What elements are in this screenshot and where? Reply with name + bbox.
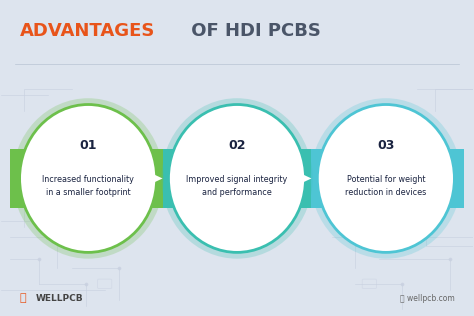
- Text: 02: 02: [228, 139, 246, 152]
- Text: WELLPCB: WELLPCB: [36, 294, 84, 302]
- Ellipse shape: [19, 105, 156, 252]
- Ellipse shape: [310, 98, 462, 259]
- Point: [35, 256, 42, 261]
- Ellipse shape: [12, 98, 164, 259]
- Text: Potential for weight
reduction in devices: Potential for weight reduction in device…: [345, 175, 427, 197]
- Text: ADVANTAGES: ADVANTAGES: [19, 21, 155, 40]
- Text: 03: 03: [377, 139, 394, 152]
- Polygon shape: [301, 173, 311, 183]
- Point: [54, 234, 61, 239]
- Ellipse shape: [161, 98, 313, 259]
- FancyBboxPatch shape: [163, 149, 311, 208]
- FancyBboxPatch shape: [311, 149, 464, 208]
- Point: [351, 234, 359, 239]
- Text: Increased functionality
in a smaller footprint: Increased functionality in a smaller foo…: [42, 175, 134, 197]
- Point: [422, 218, 430, 223]
- Ellipse shape: [168, 105, 306, 252]
- FancyBboxPatch shape: [10, 149, 163, 208]
- Point: [82, 281, 90, 286]
- Text: OF HDI PCBS: OF HDI PCBS: [185, 21, 321, 40]
- Point: [446, 256, 454, 261]
- Point: [115, 265, 123, 270]
- Point: [399, 281, 406, 286]
- Point: [413, 203, 420, 208]
- Polygon shape: [152, 173, 163, 183]
- Text: ⓦ: ⓦ: [19, 293, 26, 303]
- Ellipse shape: [318, 105, 455, 252]
- Point: [20, 203, 28, 208]
- Text: 🌐 wellpcb.com: 🌐 wellpcb.com: [400, 294, 455, 302]
- Text: 01: 01: [79, 139, 97, 152]
- Text: Improved signal integrity
and performance: Improved signal integrity and performanc…: [186, 175, 288, 197]
